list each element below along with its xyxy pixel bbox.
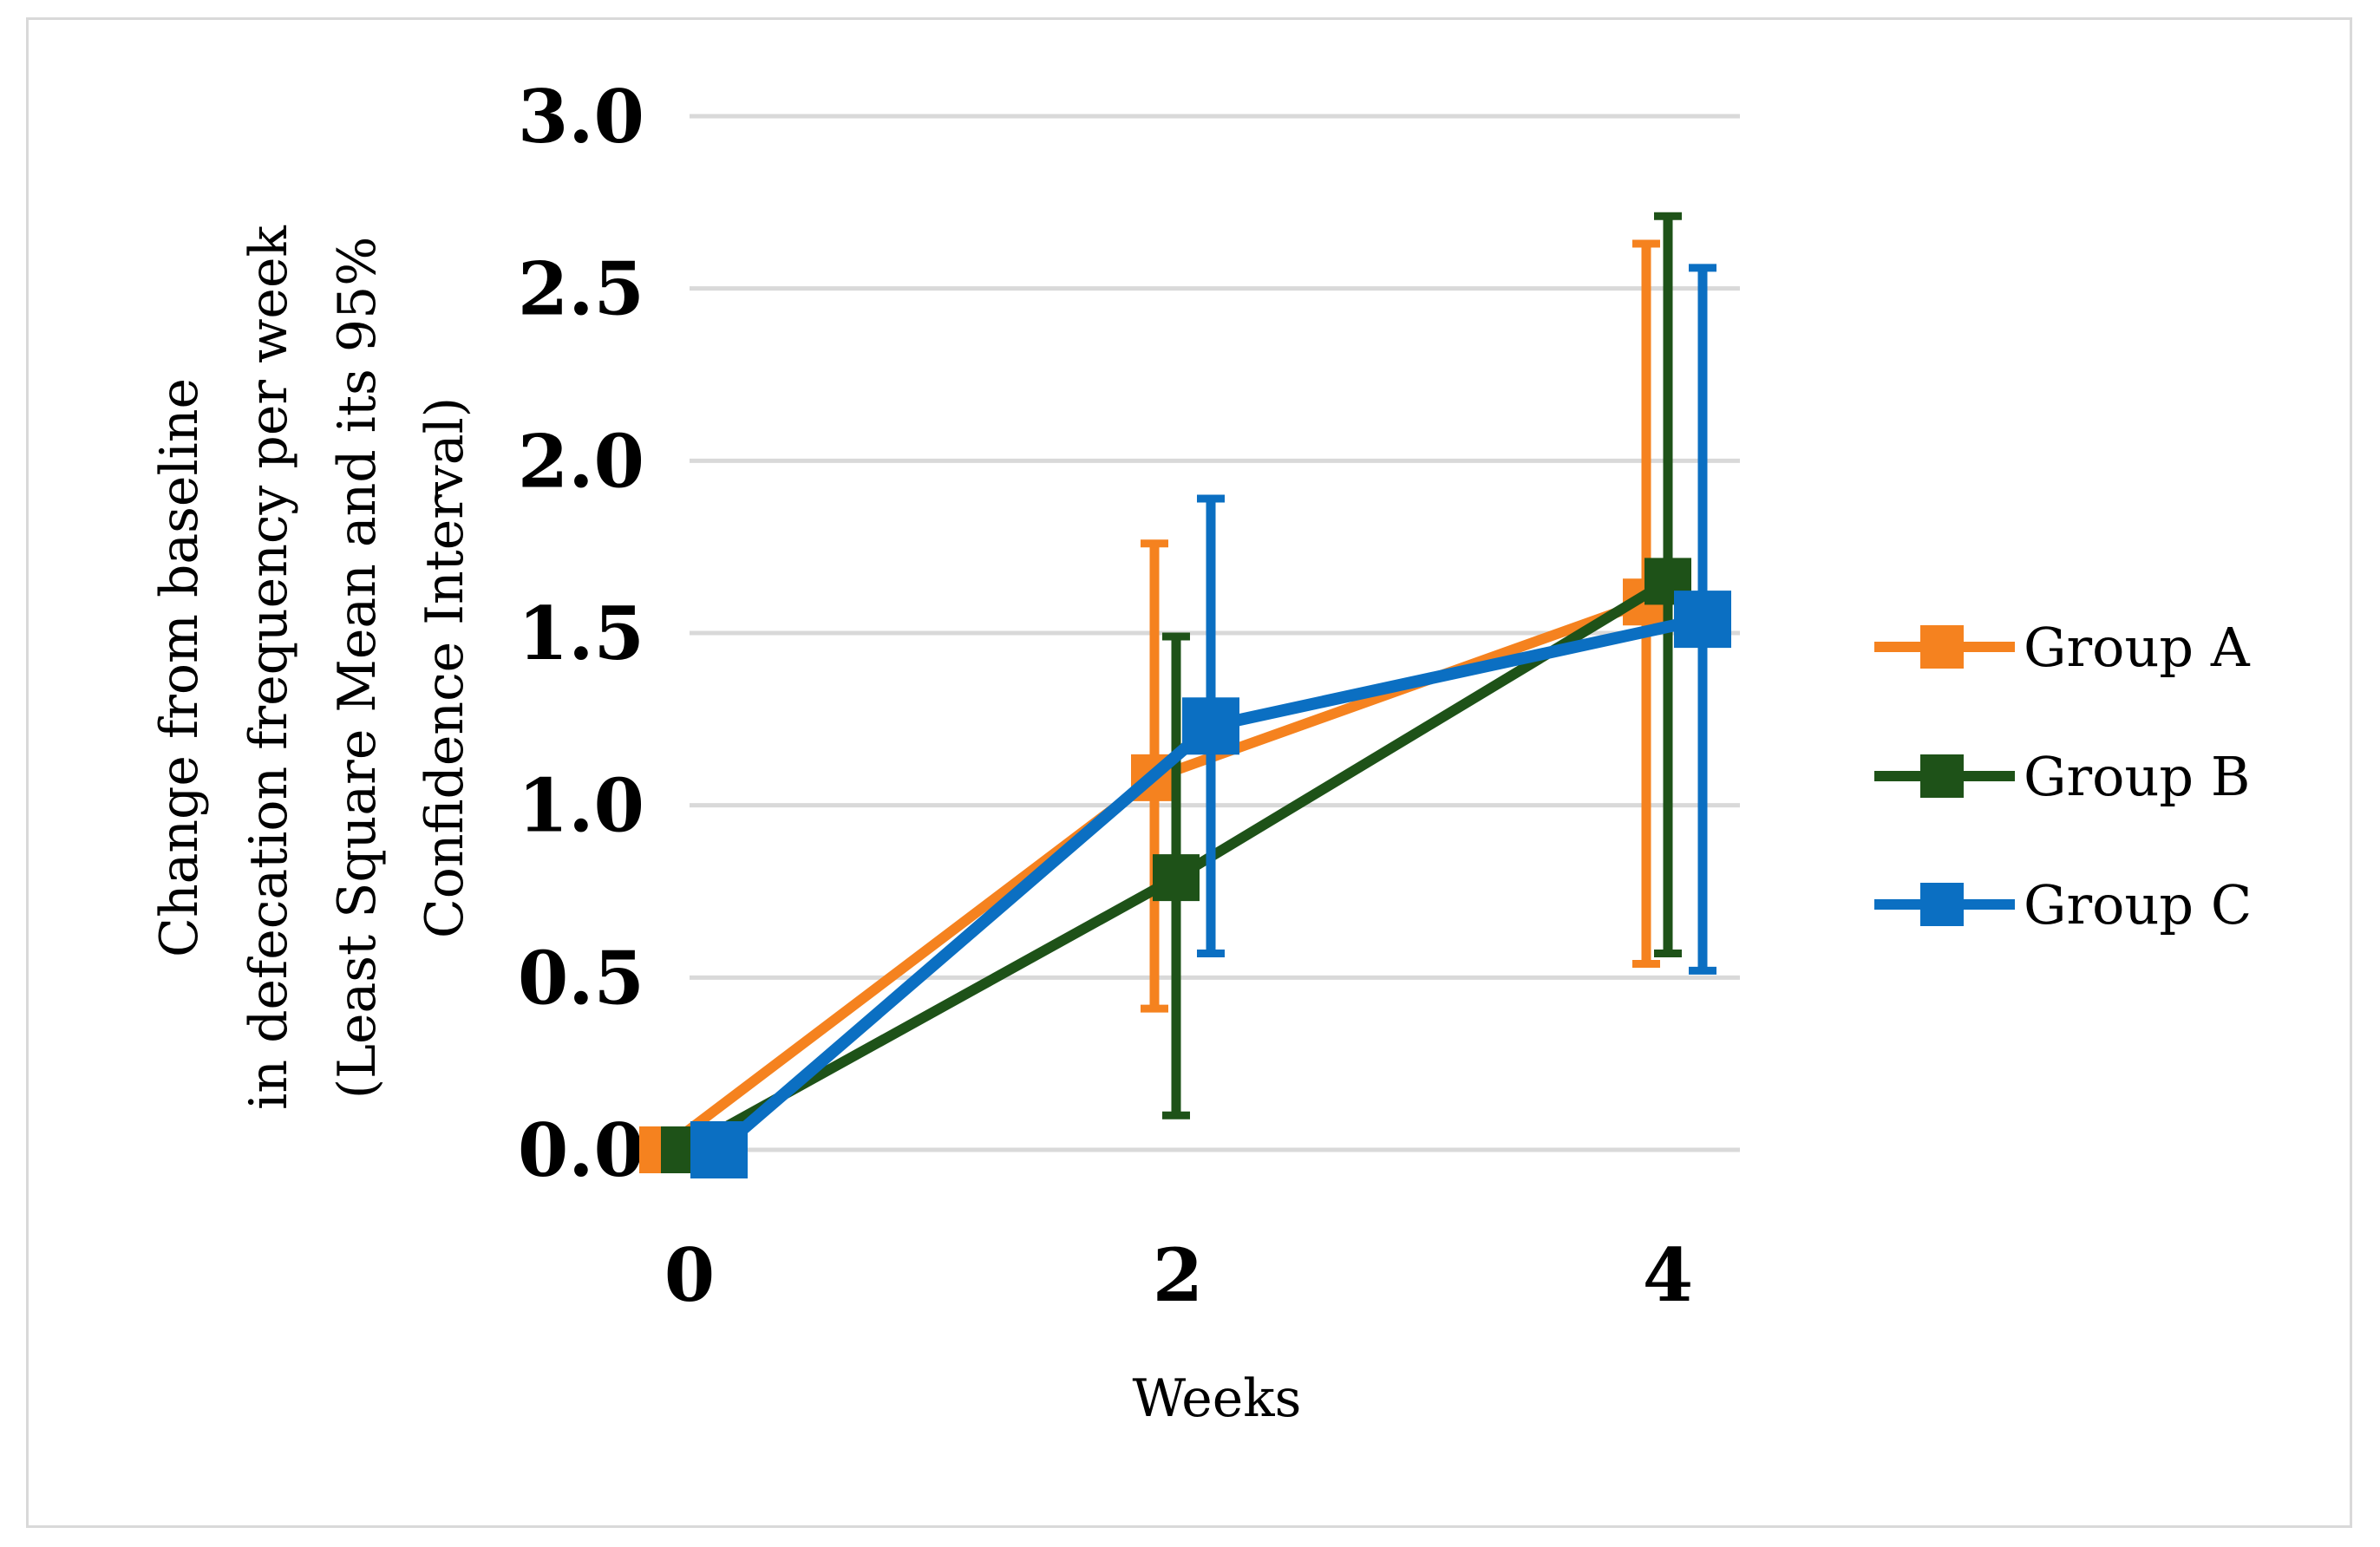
data-point [1153, 854, 1200, 902]
y-tick-label: 2.0 [518, 418, 644, 504]
legend-label: Group C [2024, 873, 2252, 937]
y-axis-title-line: in defecation frequency per week [239, 225, 299, 1110]
chart-frame: 0.0 0.5 1.0 1.5 2.0 2.5 3.0 0 2 4 Weeks Change f… [26, 17, 2352, 1528]
data-point [1182, 697, 1239, 755]
x-tick-label: 0 [664, 1232, 715, 1318]
data-point [1674, 591, 1731, 649]
legend-item: Group A [1874, 616, 2251, 679]
legend-marker [1920, 883, 1964, 926]
series-group-a [639, 239, 1670, 1173]
line-chart: 0.0 0.5 1.0 1.5 2.0 2.5 3.0 0 2 4 Weeks Change f… [149, 74, 2252, 1429]
y-tick-label: 1.5 [518, 591, 644, 676]
series-group-c [690, 264, 1731, 1178]
y-axis-ticks: 0.0 0.5 1.0 1.5 2.0 2.5 3.0 [518, 74, 644, 1193]
y-tick-label: 3.0 [518, 74, 644, 160]
legend-marker [1920, 754, 1964, 798]
legend-label: Group A [2024, 616, 2251, 679]
legend-item: Group C [1874, 873, 2252, 937]
x-tick-label: 4 [1643, 1232, 1693, 1318]
legend-marker [1920, 625, 1964, 669]
y-axis-title: Change from baseline in defecation freque… [149, 225, 475, 1110]
legend: Group A Group B Group C [1874, 616, 2252, 937]
x-axis-ticks: 0 2 4 [664, 1232, 1693, 1318]
x-axis-title: Weeks [1133, 1368, 1302, 1429]
legend-item: Group B [1874, 745, 2250, 808]
y-tick-label: 0.5 [518, 935, 644, 1021]
y-tick-label: 0.0 [518, 1107, 644, 1193]
y-tick-label: 2.5 [518, 246, 644, 332]
x-tick-label: 2 [1153, 1232, 1203, 1318]
data-point [690, 1121, 748, 1178]
y-axis-title-line: (Least Square Mean and its 95% [327, 237, 388, 1100]
y-axis-title-line: Change from baseline [149, 378, 210, 957]
legend-label: Group B [2024, 745, 2250, 808]
y-axis-title-line: Confidence Interval) [415, 397, 475, 938]
y-tick-label: 1.0 [518, 763, 644, 849]
series-group [639, 212, 1731, 1178]
